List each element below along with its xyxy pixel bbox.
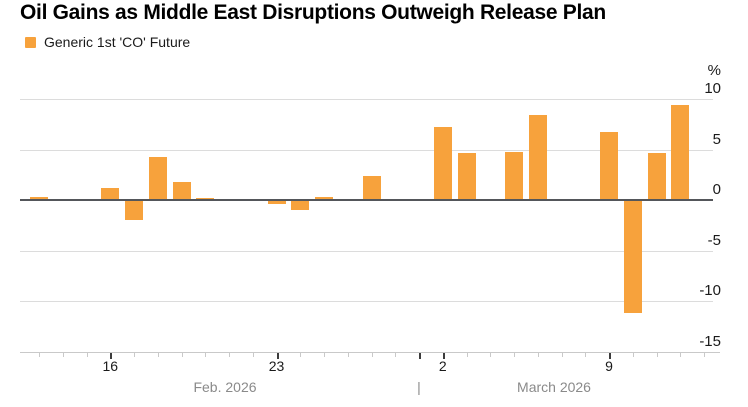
y-axis-unit-label: % — [707, 62, 721, 79]
x-axis-minor-tick — [86, 352, 88, 357]
gridline — [20, 99, 713, 100]
x-axis-minor-tick — [371, 352, 373, 357]
x-axis-day-label: 9 — [605, 358, 613, 374]
bar — [600, 132, 618, 200]
gridline — [20, 301, 713, 302]
x-axis-minor-tick — [62, 352, 64, 357]
x-axis-minor-tick — [324, 352, 325, 357]
x-axis-minor-tick — [157, 352, 159, 357]
x-axis-major-tick — [276, 352, 279, 359]
bar — [101, 187, 120, 200]
bar — [647, 152, 666, 200]
x-axis-month-label: March 2026 — [517, 379, 591, 395]
x-axis-day-label: 23 — [268, 358, 285, 374]
x-axis-minor-tick — [704, 352, 705, 357]
x-axis-minor-tick — [656, 352, 658, 357]
x-axis-major-tick — [609, 352, 611, 359]
bar — [291, 200, 310, 211]
x-axis-minor-tick — [134, 352, 135, 357]
x-axis-minor-tick — [252, 352, 254, 357]
legend: Generic 1st 'CO' Future — [25, 34, 191, 50]
gridline — [20, 250, 713, 252]
bar — [623, 200, 642, 314]
y-axis-label: 0 — [712, 181, 721, 198]
x-axis-minor-tick — [205, 352, 207, 357]
x-axis-major-tick — [110, 352, 113, 359]
x-axis-line — [20, 351, 720, 353]
bar — [267, 200, 286, 205]
x-axis-minor-tick — [347, 352, 349, 357]
y-axis-label: -5 — [707, 231, 721, 249]
x-axis-minor-tick — [490, 352, 492, 357]
x-axis-day-label: 2 — [438, 358, 447, 374]
bar — [315, 197, 333, 200]
x-axis-minor-tick — [229, 352, 230, 357]
x-axis-minor-tick — [632, 352, 634, 357]
bar — [362, 175, 381, 200]
x-axis-minor-tick — [181, 352, 183, 357]
x-axis-minor-tick — [300, 352, 302, 357]
chart-title: Oil Gains as Middle East Disruptions Out… — [20, 1, 606, 24]
y-axis-label: -10 — [699, 282, 721, 299]
bar — [148, 156, 167, 200]
x-axis-minor-tick — [466, 352, 468, 357]
legend-swatch-icon — [25, 36, 36, 48]
x-axis-minor-tick — [585, 352, 587, 357]
x-axis-major-tick — [442, 352, 445, 359]
y-axis-label: 5 — [712, 130, 721, 148]
bar — [125, 200, 143, 221]
y-axis-label: -15 — [699, 332, 721, 350]
bar — [172, 181, 191, 200]
gridline — [20, 149, 713, 151]
x-axis-minor-tick — [39, 352, 40, 357]
x-axis-minor-tick — [680, 352, 682, 357]
x-axis-minor-tick — [514, 352, 515, 357]
bar — [433, 127, 452, 200]
x-axis-major-tick — [419, 352, 421, 359]
zero-line — [20, 199, 713, 201]
x-axis-minor-tick — [395, 352, 397, 357]
bar — [457, 152, 476, 200]
x-axis-minor-tick — [537, 352, 539, 357]
bar — [528, 115, 547, 200]
x-axis-month-label: Feb. 2026 — [193, 379, 257, 395]
month-divider: | — [417, 379, 421, 395]
bar — [505, 151, 523, 200]
x-axis-minor-tick — [561, 352, 563, 357]
bar — [196, 197, 215, 200]
bar — [671, 105, 690, 200]
x-axis-day-label: 16 — [102, 358, 119, 374]
y-axis-label: 10 — [704, 80, 721, 97]
bar — [30, 196, 48, 200]
legend-series-label: Generic 1st 'CO' Future — [44, 34, 191, 50]
